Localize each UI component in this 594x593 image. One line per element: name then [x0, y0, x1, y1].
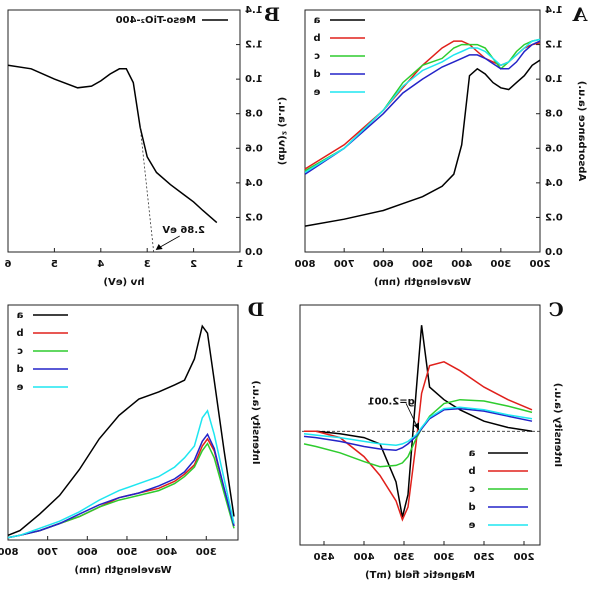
x-tick-label: 400 — [354, 552, 375, 563]
series-line — [7, 324, 235, 536]
x-tick-label: 400 — [451, 259, 472, 270]
mirrored-figure: 200 300 400 500 600 700 800 0.0 0.2 0.4 0.6 0.8 1.0 1… — [0, 4, 588, 581]
x-tick-label: 350 — [394, 552, 415, 563]
plot-frame — [304, 9, 541, 253]
series-line — [303, 407, 533, 452]
x-tick-label: 800 — [295, 259, 316, 270]
y-tick-label: 0.6 — [545, 143, 563, 154]
y-tick-label: 0.6 — [245, 143, 263, 154]
panel-label: C — [548, 299, 563, 321]
y-tick-label: 1.2 — [545, 40, 563, 51]
plot-frame — [7, 304, 239, 541]
y-tick-label: 0.2 — [245, 212, 263, 223]
series-line — [7, 409, 235, 539]
legend-label: d — [313, 69, 320, 80]
annotation: g=2.001 — [368, 396, 415, 407]
legend-label: b — [468, 466, 475, 477]
annotation: 2.86 eV — [162, 225, 205, 236]
x-tick-label: 500 — [412, 259, 433, 270]
series-line — [303, 398, 533, 468]
y-tick-label: 1.4 — [545, 5, 563, 16]
y-tick-label: 0.4 — [245, 178, 263, 189]
legend-label: c — [314, 51, 320, 62]
arrow-head — [155, 244, 163, 250]
x-tick-label: 250 — [474, 552, 495, 563]
x-tick-label: 700 — [334, 259, 355, 270]
y-tick-label: 1.4 — [245, 5, 263, 16]
series-line — [303, 406, 533, 446]
legend-label: c — [17, 346, 23, 357]
x-tick-label: 450 — [314, 552, 335, 563]
legend-label: Meso-TiO₂-400 — [116, 15, 196, 26]
x-tick-label: 400 — [156, 547, 177, 558]
y-tick-label: 0.0 — [545, 247, 563, 258]
series-line — [304, 59, 541, 227]
series-line — [304, 360, 533, 522]
x-tick-label: 4 — [97, 259, 104, 270]
y-axis-label: Absorbance (a.u.) — [576, 81, 587, 181]
y-tick-label: 1.0 — [245, 74, 263, 85]
x-tick-label: 800 — [0, 547, 18, 558]
legend-label: a — [17, 310, 24, 321]
legend-label: d — [16, 364, 23, 375]
y-tick-label: 0.0 — [245, 247, 263, 258]
series-line — [304, 38, 541, 172]
series-line — [7, 432, 235, 539]
x-tick-label: 3 — [144, 259, 151, 270]
y-tick-label: 0.2 — [545, 212, 563, 223]
x-tick-label: 300 — [196, 547, 217, 558]
series-line — [304, 325, 533, 518]
x-tick-label: 1 — [236, 259, 243, 270]
x-tick-label: 500 — [116, 547, 137, 558]
panel-label: B — [264, 4, 280, 26]
y-axis-label: (αhν)² (a.u.) — [276, 97, 287, 165]
legend-label: a — [469, 448, 476, 459]
y-tick-label: 1.0 — [545, 74, 563, 85]
y-axis-label: Intensity (a.u.) — [250, 380, 261, 464]
series-line — [7, 64, 218, 224]
arrow-head — [414, 422, 419, 431]
y-tick-label: 0.8 — [245, 109, 263, 120]
plot-frame — [299, 304, 541, 546]
legend-label: b — [313, 33, 320, 44]
x-tick-label: 2 — [190, 259, 197, 270]
x-tick-label: 200 — [530, 259, 551, 270]
x-tick-label: 600 — [77, 547, 98, 558]
y-tick-label: 0.4 — [545, 178, 563, 189]
x-axis-label: hν (eV) — [103, 277, 144, 288]
legend-label: b — [16, 328, 23, 339]
legend-label: a — [314, 15, 321, 26]
x-axis-label: Wavelength (nm) — [74, 565, 171, 576]
x-tick-label: 5 — [51, 259, 58, 270]
y-tick-label: 1.2 — [245, 40, 263, 51]
x-tick-label: 600 — [373, 259, 394, 270]
legend-label: d — [468, 502, 475, 513]
x-tick-label: 200 — [514, 552, 535, 563]
tangent-line — [139, 127, 155, 253]
x-tick-label: 700 — [37, 547, 58, 558]
series-line — [304, 38, 541, 174]
panel-label: D — [248, 299, 264, 321]
panel-label: A — [572, 4, 588, 26]
plot-frame — [7, 9, 241, 253]
x-tick-label: 300 — [434, 552, 455, 563]
x-axis-label: Magnetic field (mT) — [365, 570, 475, 581]
y-tick-label: 0.8 — [545, 109, 563, 120]
legend-label: e — [468, 520, 475, 531]
y-axis-label: Intensity (a.u.) — [552, 383, 563, 467]
x-tick-label: 300 — [490, 259, 511, 270]
x-tick-label: 6 — [4, 259, 11, 270]
legend-label: c — [469, 484, 475, 495]
x-axis-label: Wavelength (nm) — [374, 277, 471, 288]
legend-label: e — [313, 87, 320, 98]
legend-label: e — [16, 382, 23, 393]
series-line — [304, 40, 541, 175]
